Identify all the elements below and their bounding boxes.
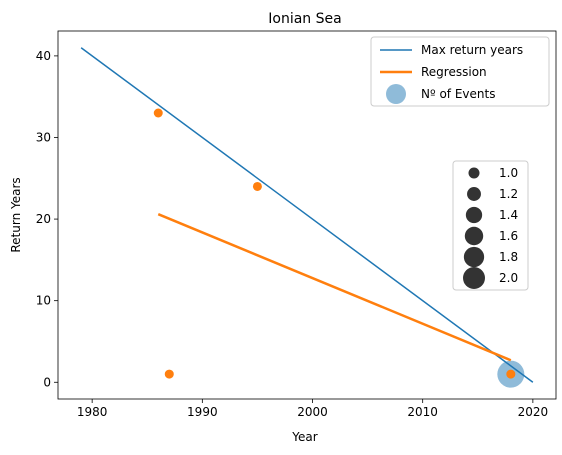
x-axis: 1980 1990 2000 2010 2020: [77, 399, 548, 419]
x-tick-label: 1980: [77, 405, 108, 419]
size-legend-label: 1.6: [499, 229, 518, 243]
plot-frame: [57, 30, 557, 400]
size-legend: 1.0 1.2 1.4 1.6 1.8 2.0: [452, 160, 529, 291]
data-point: [506, 369, 516, 379]
size-legend-label: 1.0: [499, 166, 518, 180]
size-legend-marker: [463, 267, 485, 289]
data-point: [164, 369, 174, 379]
size-legend-marker: [468, 167, 480, 179]
series-line-max-return-years: [80, 47, 534, 383]
y-tick-label: 40: [36, 49, 51, 63]
size-legend-label: 2.0: [499, 271, 518, 285]
legend-bubble-events: [386, 84, 406, 104]
y-tick-label: 30: [36, 130, 51, 144]
plot-area: [80, 47, 534, 388]
size-legend-marker: [467, 187, 481, 201]
size-legend-label: 1.8: [499, 250, 518, 264]
y-tick-label: 0: [43, 375, 51, 389]
data-point: [153, 108, 163, 118]
x-tick-label: 2020: [518, 405, 549, 419]
data-point: [252, 181, 262, 191]
series-line-regression: [157, 213, 512, 362]
size-legend-marker: [464, 226, 484, 246]
legend-label-regression: Regression: [421, 65, 487, 79]
size-legend-label: 1.4: [499, 208, 518, 222]
x-axis-label: Year: [291, 430, 317, 444]
size-legend-label: 1.2: [499, 187, 518, 201]
y-axis: 0 10 20 30 40: [36, 49, 58, 389]
size-legend-marker: [463, 246, 485, 268]
x-tick-label: 2000: [297, 405, 328, 419]
legend-label-events: Nº of Events: [421, 87, 495, 101]
legend: Max return years Regression Nº of Events: [370, 36, 550, 107]
size-legend-marker: [465, 206, 483, 224]
chart-title: Ionian Sea: [268, 11, 341, 27]
y-tick-label: 10: [36, 294, 51, 308]
x-tick-label: 1990: [187, 405, 218, 419]
y-axis-label: Return Years: [9, 177, 23, 252]
y-tick-label: 20: [36, 212, 51, 226]
x-tick-label: 2010: [407, 405, 438, 419]
legend-label-max-return: Max return years: [421, 43, 523, 57]
legend-frame: [370, 36, 550, 107]
